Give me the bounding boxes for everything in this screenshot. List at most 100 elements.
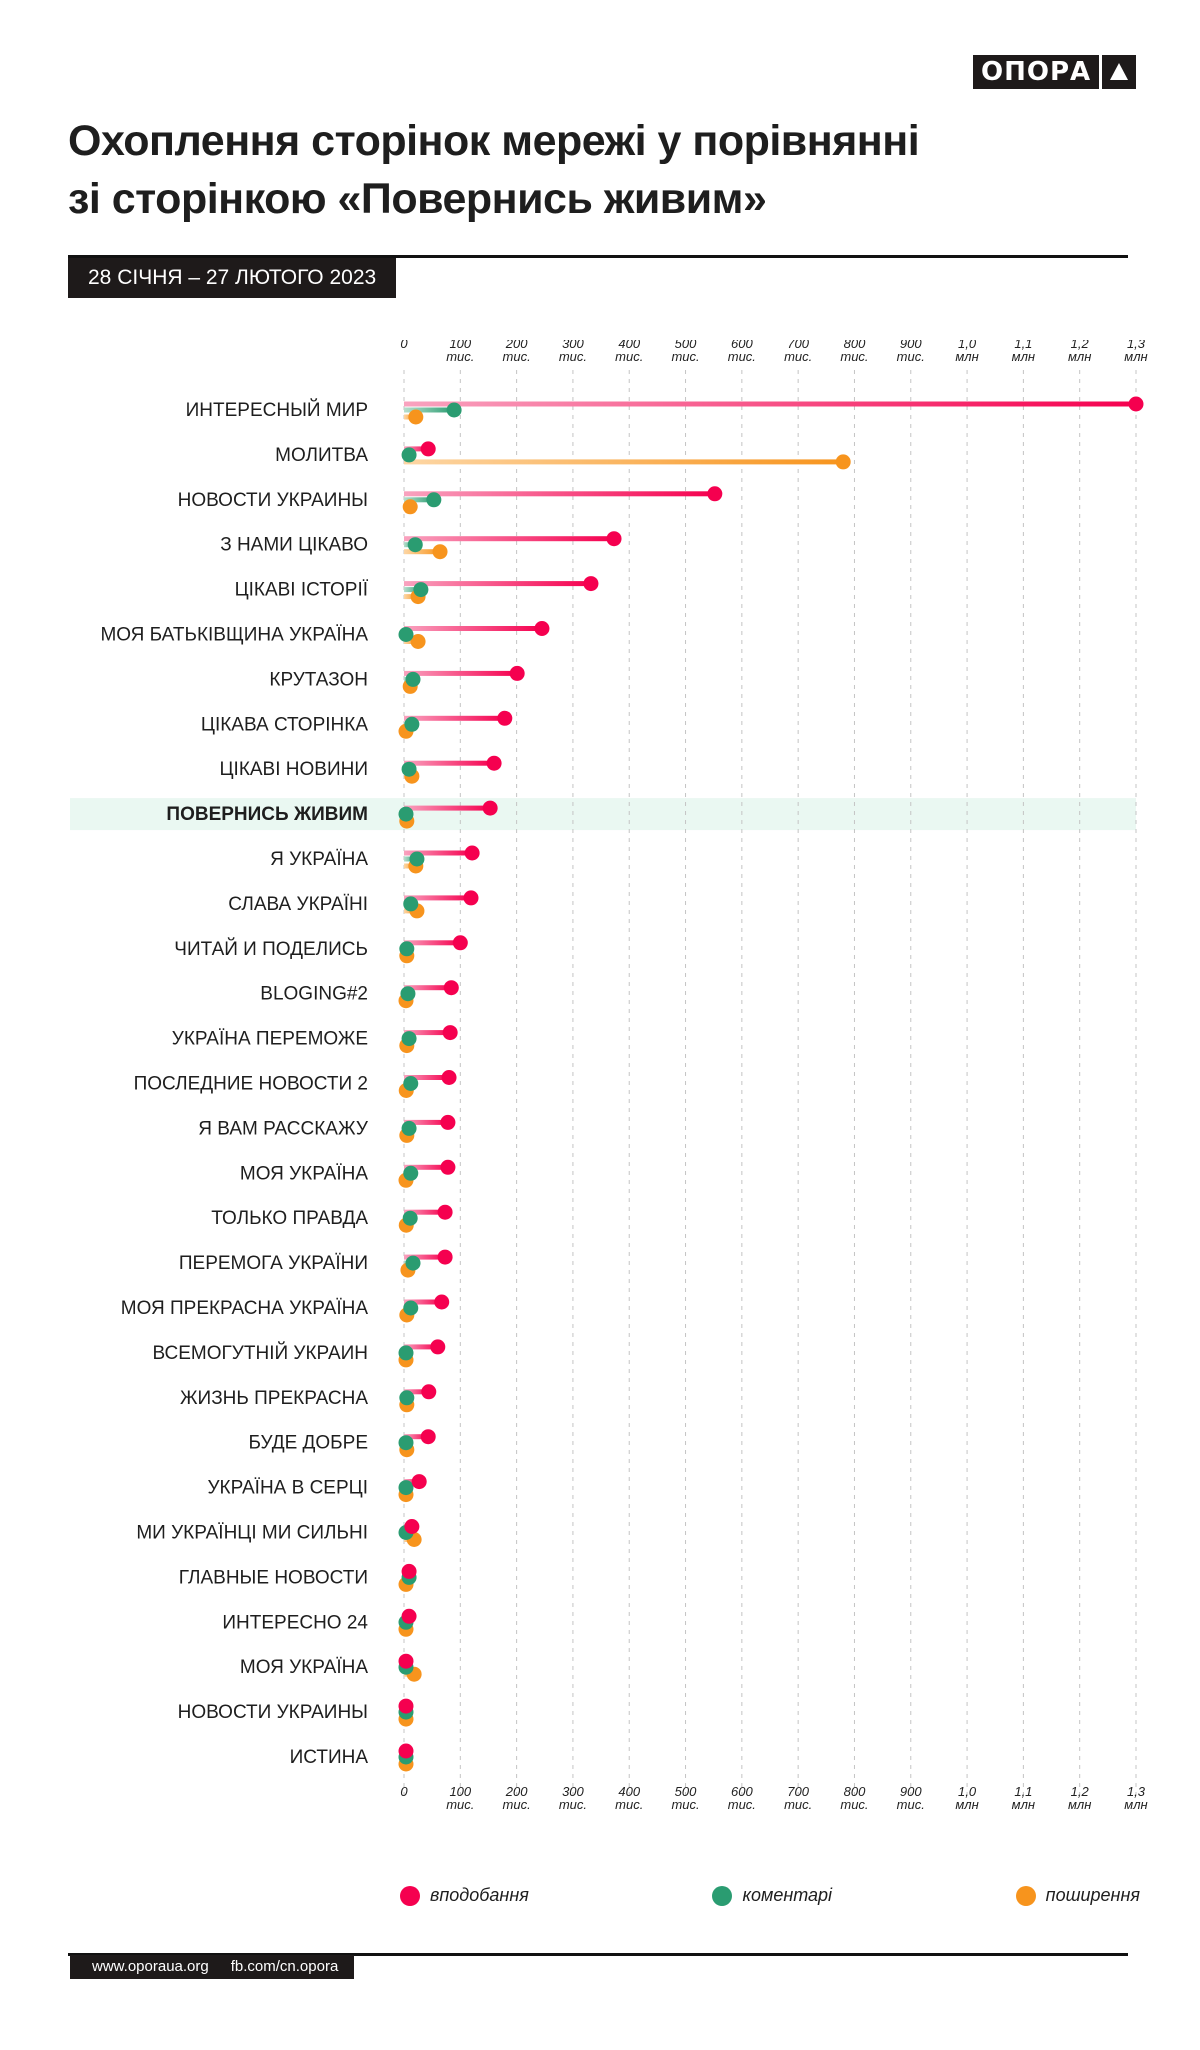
x-tick-label-bottom: 400 тис.	[615, 1784, 643, 1812]
website-link[interactable]: www.oporaua.org	[92, 1958, 209, 1975]
x-tick-label-top: 600 тис.	[728, 340, 756, 364]
comments-stem	[404, 497, 434, 503]
category-label: МОЛИТВА	[275, 445, 368, 466]
likes-stem	[404, 1075, 450, 1080]
category-label: ЧИТАЙ И ПОДЕЛИСЬ	[174, 938, 368, 960]
likes-dot	[411, 1474, 427, 1490]
likes-dot	[420, 1429, 436, 1445]
likes-stem	[404, 760, 495, 766]
logo-wordmark: ОПОРА	[973, 55, 1100, 89]
likes-stem	[404, 1299, 442, 1305]
likes-dot	[401, 1608, 417, 1624]
comments-dot	[405, 671, 421, 687]
category-label: МИ УКРАЇНЦІ МИ СИЛЬНІ	[136, 1523, 368, 1544]
likes-dot	[437, 1204, 453, 1220]
likes-dot	[442, 1025, 458, 1041]
comments-dot	[403, 1076, 419, 1091]
comments-stem	[404, 587, 421, 593]
x-tick-label-bottom: 800 тис.	[840, 1784, 868, 1812]
shares-dot	[410, 634, 426, 649]
x-tick-label-bottom: 200 тис.	[503, 1784, 531, 1812]
likes-stem	[404, 1164, 448, 1170]
likes-dot	[434, 1294, 450, 1310]
category-label: ГЛАВНЫЕ НОВОСТИ	[179, 1567, 368, 1588]
x-tick-label-bottom: 0	[400, 1784, 408, 1799]
likes-stem	[404, 805, 491, 811]
shares-dot	[408, 409, 424, 425]
comments-dot	[398, 1480, 414, 1496]
chart-legend: вподобання коментарі поширення	[400, 1885, 1140, 1906]
legend-item-comments: коментарі	[712, 1885, 832, 1906]
likes-dot	[401, 1563, 417, 1579]
likes-dot	[398, 1698, 414, 1714]
category-label: МОЯ УКРАЇНА	[240, 1657, 368, 1678]
shares-dot	[432, 544, 448, 560]
likes-dot	[441, 1070, 457, 1085]
comments-dot	[407, 537, 423, 553]
likes-dot	[452, 935, 468, 951]
comments-dot	[398, 1435, 414, 1451]
legend-label-likes: вподобання	[430, 1885, 529, 1905]
legend-label-comments: коментарі	[742, 1885, 833, 1905]
x-tick-label-top: 1,1 млн	[1012, 340, 1035, 364]
category-label: НОВОСТИ УКРАИНЫ	[178, 490, 368, 511]
likes-stem	[404, 401, 1136, 407]
likes-stem	[404, 940, 461, 946]
category-label: МОЯ БАТЬКІВЩИНА УКРАЇНА	[100, 625, 368, 646]
likes-dot	[583, 576, 599, 592]
legend-item-likes: вподобання	[400, 1885, 529, 1906]
category-label: ИСТИНА	[290, 1747, 369, 1768]
likes-stem	[404, 1254, 446, 1260]
category-label: БУДЕ ДОБРЕ	[248, 1433, 368, 1454]
likes-stem	[404, 1434, 429, 1440]
highlight-row-band	[70, 798, 1136, 831]
facebook-link[interactable]: fb.com/cn.opora	[230, 1958, 339, 1975]
x-tick-label-bottom: 900 тис.	[897, 1784, 925, 1812]
category-label: ПОВЕРНИСЬ ЖИВИМ	[166, 804, 368, 825]
comments-dot	[403, 896, 419, 912]
comments-dot	[401, 1120, 417, 1136]
comments-dot	[403, 1300, 419, 1316]
x-tick-label-top: 1,2 млн	[1068, 340, 1091, 364]
x-tick-label-bottom: 1,3 млн	[1124, 1784, 1147, 1812]
legend-item-shares: поширення	[1015, 1885, 1140, 1906]
x-tick-label-bottom: 100 тис.	[446, 1784, 474, 1812]
x-tick-label-bottom: 700 тис.	[784, 1784, 812, 1812]
category-label: ЦІКАВА СТОРІНКА	[201, 714, 368, 735]
likes-stem	[404, 536, 615, 542]
x-tick-label-top: 0	[400, 340, 408, 351]
x-tick-label-top: 200 тис.	[503, 340, 531, 364]
lollipop-chart: 0 0 100 тис. 100 тис. 200 тис. 200 тис. 300 тис. 300…	[70, 340, 1148, 1812]
likes-dot	[443, 980, 459, 996]
category-label: ИНТЕРЕСНО 24	[222, 1612, 368, 1633]
category-label: ЖИЗНЬ ПРЕКРАСНА	[180, 1388, 368, 1409]
x-tick-label-top: 700 тис.	[784, 340, 812, 364]
x-tick-label-bottom: 300 тис.	[559, 1784, 587, 1812]
category-label: СЛАВА УКРАЇНІ	[228, 894, 368, 915]
header-divider	[68, 255, 1128, 258]
comments-stem	[404, 407, 455, 413]
likes-dot	[440, 1114, 456, 1130]
x-tick-label-top: 300 тис.	[559, 340, 587, 364]
x-tick-label-top: 1,3 млн	[1124, 340, 1147, 364]
category-label: УКРАЇНА В СЕРЦІ	[207, 1478, 368, 1499]
likes-stem	[404, 715, 505, 721]
category-label: ЦІКАВІ ІСТОРІЇ	[235, 580, 369, 601]
comments-dot	[409, 851, 425, 867]
comments-dot	[413, 582, 429, 598]
likes-dot	[1128, 396, 1144, 412]
likes-dot	[398, 1653, 414, 1669]
x-tick-label-top: 800 тис.	[840, 340, 868, 364]
comments-dot	[400, 986, 416, 1002]
likes-dot	[534, 621, 550, 636]
comments-dot	[398, 627, 414, 642]
likes-stem	[404, 581, 591, 587]
comments-dot	[404, 716, 420, 732]
likes-stem	[404, 1030, 451, 1036]
category-label: Я ВАМ РАССКАЖУ	[198, 1118, 369, 1139]
likes-dot	[707, 486, 723, 502]
likes-dot	[404, 1519, 420, 1534]
triangle-up-icon	[1102, 55, 1137, 89]
likes-dot	[509, 665, 525, 681]
category-label: УКРАЇНА ПЕРЕМОЖЕ	[172, 1029, 368, 1050]
